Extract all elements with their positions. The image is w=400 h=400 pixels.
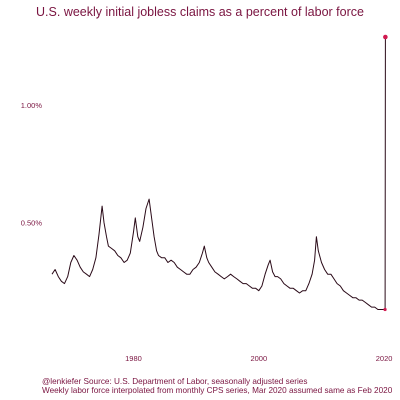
x-tick-label: 2000 [250,354,267,363]
y-tick-label: 1.00% [21,101,43,110]
previous-point [383,307,387,312]
note-caption: Weekly labor force interpolated from mon… [42,386,393,395]
x-tick-label: 2020 [376,354,393,363]
chart-title: U.S. weekly initial jobless claims as a … [36,5,364,19]
latest-point [383,34,388,40]
x-axis-ticks: 1980 2000 2020 [125,354,392,363]
series-group [51,34,388,312]
source-caption: @lenkiefer Source: U.S. Department of La… [42,377,308,386]
y-axis-ticks: 0.50% 1.00% [21,101,43,227]
x-tick-label: 1980 [125,354,142,363]
claims-series-line [51,36,386,310]
y-tick-label: 0.50% [21,219,43,228]
